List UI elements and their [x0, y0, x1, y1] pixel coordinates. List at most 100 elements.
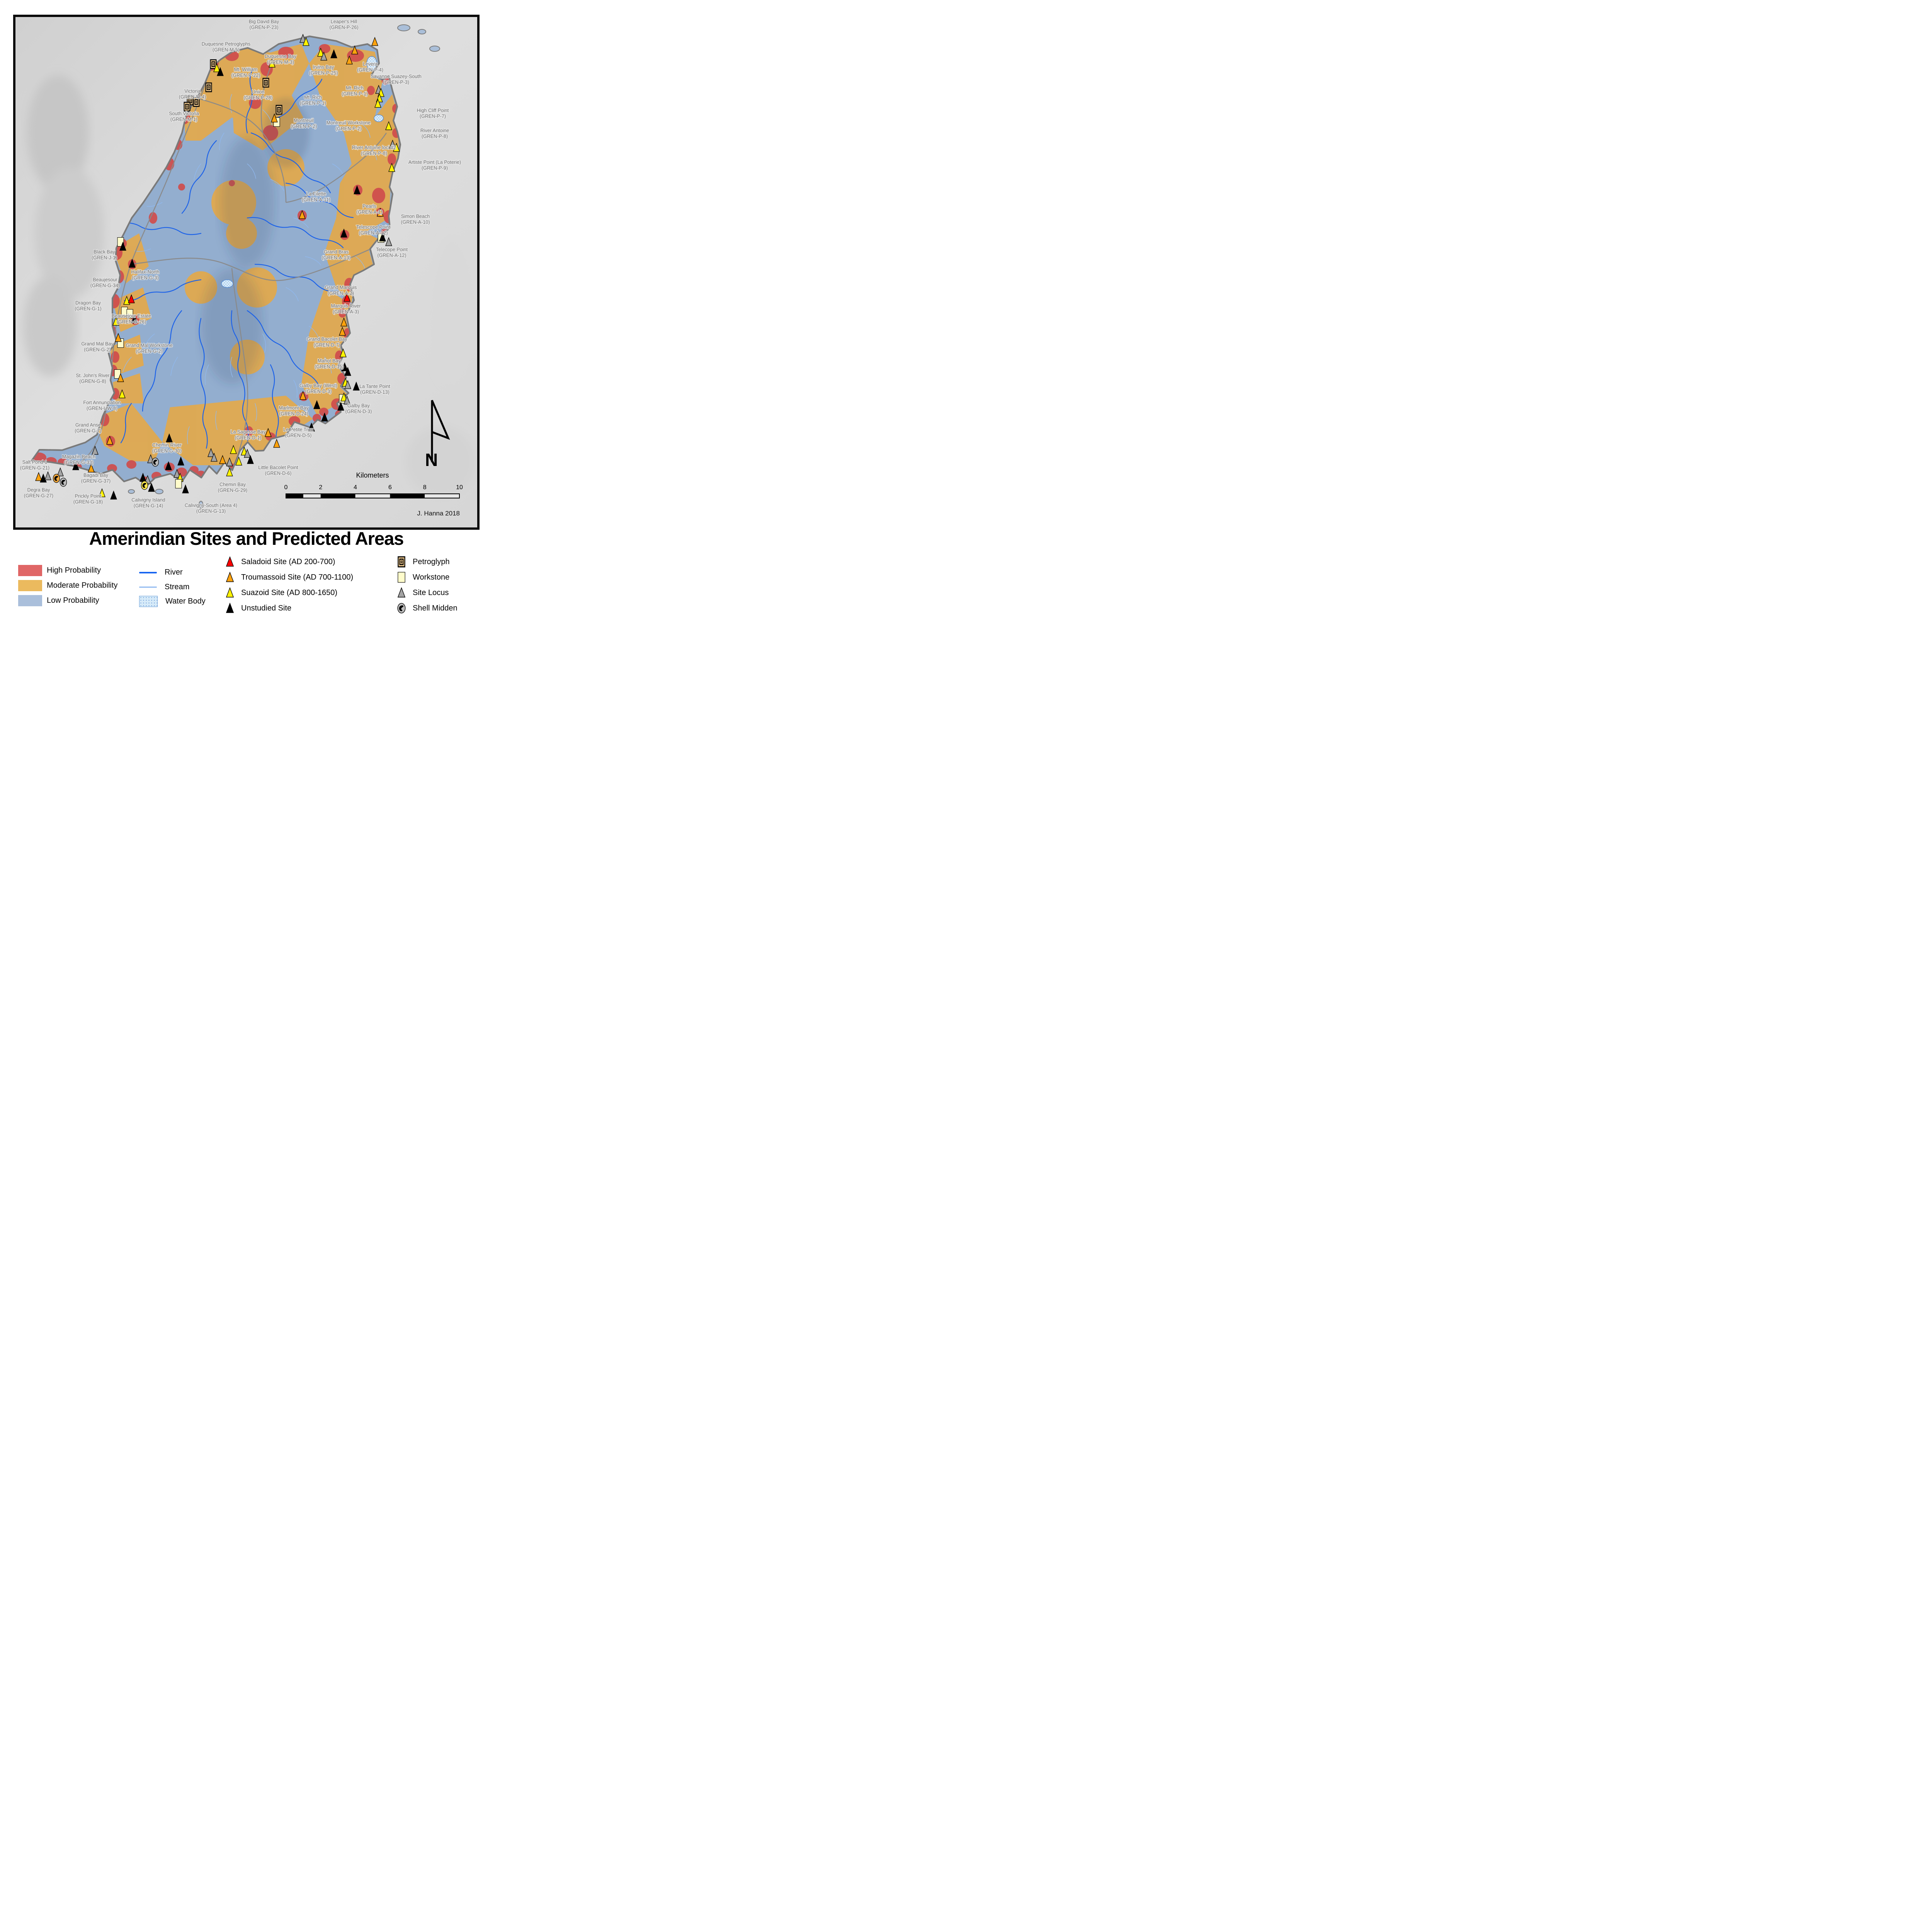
legend-item-stream: Stream [136, 583, 189, 592]
scale-tick-label: 6 [388, 484, 392, 491]
legend-item-high-probability-label: High Probability [47, 566, 101, 575]
site-label: Magazin Beach (GREN-G-33) [62, 454, 95, 465]
site-label: Montreuil Workstone (GREN-P-2) [327, 120, 371, 131]
legend-item-workstone-label: Workstone [413, 573, 450, 582]
unstudied-icon [40, 473, 47, 483]
offshore-islets [128, 24, 440, 509]
site-label: Victoria (GREN-M-4) [179, 88, 206, 100]
workstone-icon [175, 479, 182, 488]
legend-item-water-body: Water Body [136, 596, 206, 607]
saladoid-icon [344, 293, 350, 302]
unstudied-icon [119, 242, 126, 251]
suazoid-icon [393, 143, 400, 152]
unstudied-legend-icon [226, 602, 234, 613]
legend-item-low-probability: Low Probability [18, 595, 99, 606]
unstudied-icon [129, 259, 136, 268]
site-locus-icon [397, 587, 406, 598]
site-locus-icon [92, 446, 99, 455]
site-locus-icon [344, 380, 351, 389]
site-label: La Filette (GREN-A-11) [302, 191, 330, 202]
unstudied-icon [330, 49, 337, 58]
suazoid-icon [235, 456, 242, 466]
site-label: Halifax-North (GREN-G-3) [131, 269, 160, 281]
color-swatch [18, 565, 42, 576]
troumassoid-legend-icon [226, 571, 234, 582]
scale-bar-segments [286, 493, 460, 498]
legend-item-saladoid: Saladoid Site (AD 200-700) [223, 556, 335, 568]
site-label: Marquis River (GREN-A-3) [331, 303, 361, 315]
scale-bar: Kilometers 0 2 4 6 8 10 [284, 471, 463, 498]
site-label: Calivigny-South (Area 4) (GREN-G-13) [185, 503, 237, 514]
unstudied-icon [344, 367, 351, 376]
site-label: Telecope Point (GREN-A-12) [376, 247, 408, 258]
rivers-layer [120, 68, 354, 449]
site-locus-icon [344, 395, 350, 405]
troumassoid-icon [271, 113, 278, 122]
site-locus-icon [244, 449, 251, 458]
shell-midden-gray-legend-icon [397, 603, 406, 614]
petroglyph-icon [276, 105, 282, 115]
suazoid-legend-icon [226, 587, 234, 598]
troumassoid-icon [346, 55, 353, 65]
site-label: High Cliff Point (GREN-P-7) [417, 108, 449, 119]
site-label: Degra Bay (GREN-G-27) [24, 487, 53, 498]
color-swatch [18, 580, 42, 591]
site-label: Grand Mal Workstone (GREN-G-2) [126, 343, 172, 354]
site-label: Levera (GREN-P-4) [357, 61, 383, 73]
unstudied-icon [217, 67, 224, 76]
site-label: Mt. Rich (GREN-P-1) [300, 95, 326, 106]
unstudied-icon [148, 483, 155, 492]
unstudied-icon [341, 362, 348, 371]
site-locus-icon [226, 457, 233, 466]
legend-item-moderate-probability: Moderate Probability [18, 580, 117, 591]
suazoid-icon [317, 48, 324, 57]
site-label: Dragon Bay (GREN-G-1) [75, 300, 101, 311]
site-markers-layer [35, 34, 400, 500]
unstudied-icon [354, 185, 361, 194]
site-label: Little Bacolet Point (GREN-D-6) [258, 465, 298, 476]
troumassoid-icon [106, 435, 113, 445]
site-locus-icon [57, 467, 64, 476]
saladoid-icon [226, 556, 234, 567]
site-label: Galby Bay (West) (GREN-D-3) [299, 383, 337, 394]
site-label: Duquesne Bay (GREN-M-3) [265, 54, 297, 65]
site-label: Union (GREN-P-28) [243, 89, 272, 100]
unstudied-icon [72, 461, 79, 470]
site-label: River Antoine loci #2 (GREN-P-8) [352, 145, 396, 156]
unstudied-icon [110, 490, 117, 500]
map-title: Amerindian Sites and Predicted Areas [89, 528, 404, 549]
unstudied-icon [337, 401, 344, 411]
scale-bar-title: Kilometers [356, 471, 389, 479]
suazoid-icon [99, 488, 105, 497]
site-label: Grand Marquis (GREN-A-2) [325, 285, 357, 296]
site-locus-icon [320, 51, 327, 61]
roads-layer [81, 67, 387, 462]
unstudied-icon [353, 381, 360, 391]
site-label: Duquesne Petroglyphs (GREN-M-5) [202, 41, 250, 53]
site-label: Mt. William (GREN-P-22) [231, 67, 260, 78]
petroglyph-icon [193, 97, 200, 107]
site-label: Beausejour Estate (GREN-G-26) [112, 313, 151, 325]
legend-item-river: River [136, 568, 183, 577]
site-label: Big David Bay (GREN-P-23) [249, 19, 279, 30]
scale-tick-label: 0 [284, 484, 288, 491]
shell-midden-gray-icon [60, 478, 67, 487]
legend-item-shell-midden: Shell Midden [395, 602, 457, 614]
suazoid-icon [119, 389, 126, 398]
line-swatch [139, 587, 157, 588]
workstone-legend-icon [398, 572, 405, 583]
legend-item-unstudied-label: Unstudied Site [241, 604, 292, 612]
site-locus-icon [299, 34, 306, 43]
site-locus-icon [211, 452, 218, 462]
scale-tick-label: 8 [423, 484, 427, 491]
saladoid-icon [128, 294, 135, 303]
north-arrow-label: N [425, 450, 438, 470]
saladoid-legend-icon [226, 556, 234, 567]
north-arrow: N [425, 400, 450, 470]
petroglyph-legend-icon [398, 556, 405, 568]
unstudied-icon [177, 456, 184, 466]
suazoid-icon [388, 163, 395, 172]
site-label: Irvins Bay (GREN-P-25) [309, 65, 338, 76]
map-canvas: Big David Bay (GREN-P-23) Leaper's Hill (GR… [19, 19, 475, 517]
suazoid-icon [374, 99, 381, 108]
